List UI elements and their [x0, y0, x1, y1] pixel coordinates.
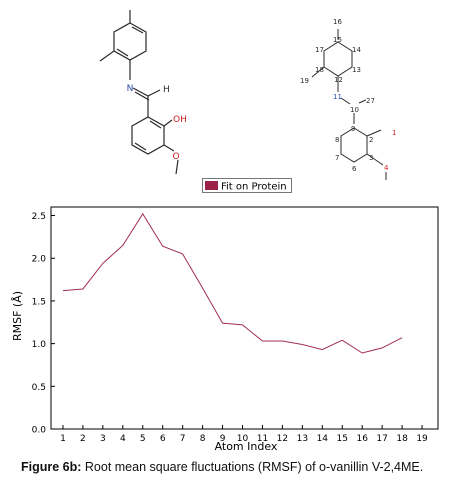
x-tick-label: 2 [80, 434, 86, 444]
atom-number-17: 17 [315, 46, 324, 54]
legend-swatch [205, 181, 218, 190]
x-axis-ticks: 1 2 3 4 5 6 7 8 9 10 11 12 13 14 15 16 17 18 19 [60, 425, 428, 444]
atom-number-12: 12 [334, 76, 343, 84]
y-tick-label: 2.0 [32, 255, 47, 265]
x-tick-label: 9 [220, 434, 226, 444]
x-tick-label: 17 [376, 434, 387, 444]
figure-caption: Figure 6b: Root mean square fluctuations… [21, 460, 451, 474]
atom-number-18: 18 [315, 66, 324, 74]
atom-number-10: 10 [350, 106, 359, 114]
caption-label: Figure 6b: [21, 460, 82, 474]
atom-number-3: 3 [369, 154, 373, 162]
atom-number-7: 7 [335, 154, 339, 162]
y-tick-label: 1.5 [32, 297, 46, 307]
x-tick-label: 10 [237, 434, 249, 444]
plot-frame [50, 206, 439, 430]
atom-number-2: 2 [369, 136, 373, 144]
y-axis-label: RMSF (Å) [11, 291, 24, 341]
atom-number-14: 14 [352, 46, 361, 54]
atom-number-16: 16 [333, 18, 342, 26]
atom-number-6: 6 [352, 165, 357, 173]
atom-number-19: 19 [300, 77, 309, 85]
series-line [62, 212, 403, 354]
methoxy-oxygen-label: O [172, 152, 179, 162]
series-group [62, 212, 403, 354]
y-tick-label: 0.5 [32, 383, 46, 393]
x-tick-label: 3 [100, 434, 106, 444]
atom-number-11: 11 [333, 93, 342, 101]
caption-text: Root mean square fluctuations (RMSF) of … [81, 460, 424, 474]
x-tick-label: 5 [140, 434, 146, 444]
x-tick-label: 19 [416, 434, 428, 444]
molecule-right [311, 29, 387, 180]
atom-number-27: 27 [366, 97, 375, 105]
x-tick-label: 15 [337, 434, 348, 444]
x-tick-label: 18 [396, 434, 408, 444]
y-tick-label: 2.5 [32, 212, 46, 222]
x-tick-label: 8 [200, 434, 206, 444]
x-tick-label: 14 [317, 434, 329, 444]
y-tick-label: 1.0 [32, 340, 47, 350]
y-tick-label: 0.0 [32, 426, 47, 436]
nitrogen-label: N [127, 84, 134, 94]
x-tick-label: 7 [180, 434, 186, 444]
x-tick-label: 12 [277, 434, 288, 444]
x-tick-label: 6 [160, 434, 166, 444]
hydroxyl-label: OH [173, 115, 187, 125]
x-tick-label: 4 [120, 434, 126, 444]
legend-label: Fit on Protein [221, 182, 287, 193]
x-axis-label: Atom Index [215, 440, 278, 453]
atom-number-1: 1 [392, 129, 396, 137]
atom-number-8: 8 [335, 136, 339, 144]
atom-number-4: 4 [384, 164, 389, 172]
x-tick-label: 16 [356, 434, 368, 444]
hydrogen-label: H [163, 85, 170, 95]
molecule-left [99, 10, 179, 175]
chart-legend: Fit on Protein [202, 178, 292, 197]
molecule-structures: N H OH O 1 2 3 4 5 6 7 8 9 10 11 12 13 1… [99, 10, 396, 180]
atom-number-9: 9 [351, 125, 355, 133]
y-axis-ticks: 0.0 0.5 1.0 1.5 2.0 2.5 [32, 212, 55, 436]
x-tick-label: 11 [257, 434, 268, 444]
x-tick-label: 13 [297, 434, 308, 444]
atom-number-13: 13 [352, 66, 361, 74]
atom-number-15: 15 [333, 36, 342, 44]
rmsf-chart: 0.00.51.01.52.02.5 1 2 3 4 5 6 7 8 9 10 11 12 13 14 15… [11, 206, 439, 453]
atom-number-labels: 1 2 3 4 5 6 7 8 9 10 11 12 13 14 15 16 1… [300, 18, 396, 173]
x-tick-label: 1 [60, 434, 66, 444]
